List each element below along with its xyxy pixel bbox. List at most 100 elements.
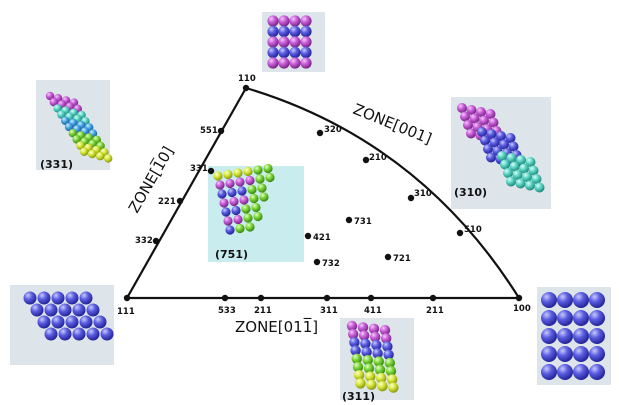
- atom-751: [233, 214, 243, 225]
- atom-110: [289, 36, 301, 48]
- atom-331: [80, 147, 89, 156]
- atom-311: [355, 378, 366, 389]
- atom-100: [541, 328, 557, 344]
- atom-110: [289, 25, 301, 38]
- point-label-320: 320: [324, 125, 342, 135]
- point-marker-732: [313, 258, 321, 266]
- atom-311: [381, 333, 392, 344]
- atom-310: [466, 105, 477, 115]
- point-label-533: 533: [218, 306, 236, 316]
- atom-110: [289, 46, 301, 59]
- atom-310: [485, 109, 496, 119]
- atom-100: [557, 310, 573, 326]
- atom-751: [227, 187, 237, 198]
- atom-751: [237, 186, 247, 196]
- atom-111: [72, 303, 86, 317]
- atom-310: [457, 103, 467, 113]
- atom-310: [509, 161, 520, 172]
- atom-310: [477, 127, 487, 137]
- point-label-311: 311: [320, 306, 338, 316]
- atom-751: [245, 222, 255, 232]
- point-label-310: 310: [414, 189, 432, 199]
- zone-label-bottom: ZONE[011̅]: [235, 317, 318, 336]
- atom-310: [525, 180, 535, 191]
- atom-310: [519, 163, 529, 174]
- atom-110: [300, 25, 312, 38]
- atom-311: [357, 322, 369, 333]
- point-marker-721: [384, 253, 392, 261]
- point-marker-551: [217, 127, 225, 135]
- atom-100: [589, 364, 605, 380]
- point-label-421: 421: [313, 233, 331, 243]
- point-marker-211: [257, 294, 265, 302]
- atom-100: [573, 310, 589, 326]
- atom-311: [365, 371, 376, 382]
- atom-111: [86, 327, 100, 341]
- atom-111: [37, 291, 51, 305]
- edge-zone-001: [245, 86, 520, 299]
- atom-310: [496, 131, 506, 141]
- panel-label-751: (751): [215, 248, 248, 261]
- atom-751: [259, 192, 269, 202]
- atom-311: [379, 325, 391, 336]
- atom-310: [463, 120, 473, 130]
- atom-751: [265, 172, 275, 183]
- atom-310: [469, 113, 480, 124]
- atom-100: [589, 346, 605, 362]
- atom-311: [351, 353, 362, 364]
- atom-311: [384, 357, 395, 369]
- atom-100: [541, 292, 557, 308]
- atom-331: [72, 135, 81, 144]
- atom-311: [362, 355, 373, 366]
- atom-111: [93, 315, 107, 329]
- atom-310: [488, 117, 499, 128]
- point-marker-210: [362, 156, 370, 164]
- atom-311: [387, 374, 398, 385]
- atom-751: [247, 184, 257, 195]
- point-marker-211: [429, 294, 437, 302]
- point-marker-221: [176, 197, 184, 205]
- atom-311: [372, 348, 383, 359]
- atom-111: [30, 303, 44, 317]
- atom-751: [263, 163, 273, 174]
- atom-100: [573, 364, 589, 380]
- atom-311: [371, 340, 382, 351]
- atom-310: [506, 153, 517, 163]
- atom-310: [505, 133, 516, 143]
- atom-310: [522, 172, 532, 182]
- atom-331: [76, 141, 85, 150]
- atom-310: [534, 182, 545, 193]
- atom-751: [231, 205, 241, 216]
- atom-311: [376, 372, 387, 384]
- atom-751: [235, 177, 245, 187]
- point-label-411: 411: [364, 306, 382, 316]
- atom-331: [53, 104, 62, 113]
- point-marker-731: [345, 216, 353, 224]
- atom-311: [374, 364, 386, 375]
- atom-751: [243, 166, 253, 177]
- atom-751: [213, 171, 223, 181]
- panel-label-331: (331): [40, 158, 73, 171]
- atom-751: [215, 180, 225, 190]
- atom-331: [88, 149, 97, 159]
- point-label-551: 551: [200, 126, 218, 136]
- atom-100: [557, 292, 573, 308]
- atom-110: [300, 15, 312, 27]
- point-label-731: 731: [354, 217, 372, 227]
- atom-110: [278, 15, 290, 27]
- atom-100: [541, 346, 557, 362]
- atom-100: [557, 364, 573, 380]
- point-label-732: 732: [322, 259, 340, 269]
- atom-110: [278, 46, 290, 59]
- atom-310: [516, 155, 526, 165]
- atom-310: [531, 174, 542, 184]
- atom-110: [289, 57, 301, 69]
- atom-111: [44, 303, 58, 317]
- atom-110: [267, 25, 279, 38]
- atom-751: [253, 211, 263, 222]
- atom-310: [486, 129, 497, 139]
- point-label-211: 211: [426, 306, 444, 316]
- atom-110: [278, 36, 290, 48]
